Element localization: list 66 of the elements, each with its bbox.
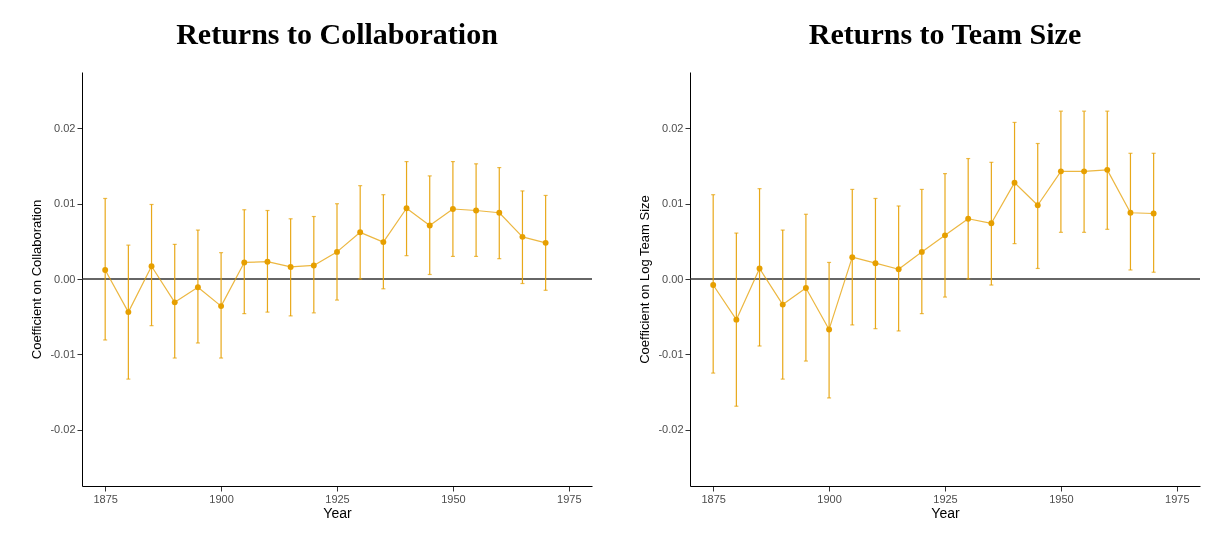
point xyxy=(895,266,902,273)
point xyxy=(403,205,410,212)
point xyxy=(802,285,809,291)
x-tick-label: 1975 xyxy=(1165,492,1190,505)
point xyxy=(426,222,433,229)
point xyxy=(519,233,526,240)
point xyxy=(710,282,717,288)
point xyxy=(1150,210,1157,217)
chart-title: Returns to Team Size xyxy=(808,17,1082,50)
y-tick-label: 0.02 xyxy=(54,121,76,134)
x-axis-title: Year xyxy=(931,504,960,521)
point xyxy=(965,215,972,222)
x-tick-label: 1900 xyxy=(209,492,234,505)
point xyxy=(241,259,248,266)
x-tick-label: 1900 xyxy=(817,492,842,505)
x-axis-title: Year xyxy=(323,504,352,521)
y-tick-label: 0.01 xyxy=(662,197,684,210)
point xyxy=(496,209,503,216)
y-axis-title: Coefficient on Collaboration xyxy=(29,199,45,360)
x-tick-label: 1950 xyxy=(1049,492,1074,505)
point xyxy=(779,301,786,308)
point xyxy=(310,262,317,269)
point xyxy=(1081,168,1088,175)
point xyxy=(1011,179,1018,186)
y-tick-label: -0.02 xyxy=(50,423,76,436)
point xyxy=(542,239,549,246)
point xyxy=(148,263,155,270)
x-tick-label: 1875 xyxy=(701,492,726,505)
y-tick-label: -0.01 xyxy=(658,347,684,360)
y-tick-label: 0.02 xyxy=(662,121,684,134)
point xyxy=(334,248,340,255)
x-tick-label: 1950 xyxy=(441,492,466,505)
point xyxy=(1127,209,1134,216)
y-tick-label: 0.01 xyxy=(54,197,76,210)
point xyxy=(988,220,995,227)
y-tick-label: 0.00 xyxy=(54,272,76,285)
point xyxy=(357,229,364,236)
point xyxy=(826,326,833,333)
point xyxy=(194,284,201,291)
point xyxy=(733,316,740,323)
x-tick-label: 1975 xyxy=(557,492,582,505)
point xyxy=(1057,168,1064,175)
y-tick-label: -0.01 xyxy=(50,347,76,360)
point xyxy=(1104,166,1111,173)
point xyxy=(102,267,109,273)
y-axis-title: Coefficient on Log Team Size xyxy=(637,195,653,364)
x-tick-label: 1925 xyxy=(325,492,350,505)
point xyxy=(287,264,294,270)
point xyxy=(264,258,271,265)
point xyxy=(942,232,948,239)
y-tick-label: 0.00 xyxy=(662,272,684,285)
point xyxy=(756,265,763,272)
point xyxy=(449,206,456,212)
point xyxy=(918,248,925,255)
y-tick-label: -0.02 xyxy=(658,423,684,436)
chart-title: Returns to Collaboration xyxy=(176,17,499,50)
point xyxy=(849,254,856,261)
point xyxy=(218,303,225,310)
point xyxy=(473,207,480,214)
point xyxy=(1034,202,1041,209)
point xyxy=(125,309,132,316)
x-tick-label: 1875 xyxy=(93,492,118,505)
point xyxy=(380,239,387,246)
x-tick-label: 1925 xyxy=(933,492,958,505)
point xyxy=(872,260,879,267)
point xyxy=(171,299,178,306)
